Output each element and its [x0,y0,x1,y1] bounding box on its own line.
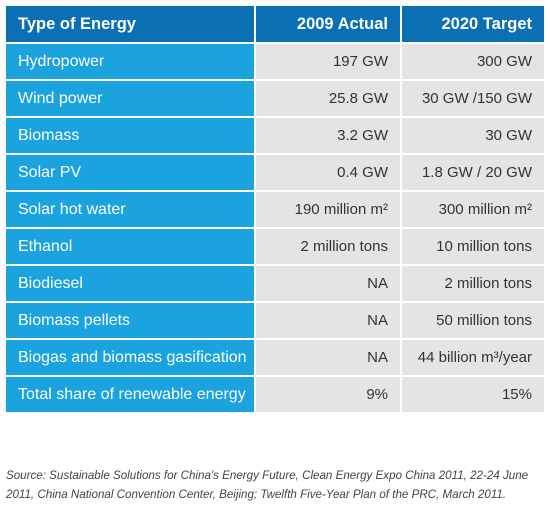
table-row: Hydropower 197 GW 300 GW [6,44,544,81]
table-row: Biodiesel NA 2 million tons [6,266,544,303]
header-2020-target: 2020 Target [402,6,544,44]
target-2020-cell: 300 GW [402,44,544,81]
target-2020-cell: 50 million tons [402,303,544,340]
table-row: Wind power 25.8 GW 30 GW /150 GW [6,81,544,118]
actual-2009-cell: 9% [256,377,402,414]
actual-2009-cell: 3.2 GW [256,118,402,155]
header-type-of-energy: Type of Energy [6,6,256,44]
actual-2009-cell: 197 GW [256,44,402,81]
table-row: Biomass pellets NA 50 million tons [6,303,544,340]
energy-type-cell: Total share of renewable energy [6,377,256,414]
table-header-row: Type of Energy 2009 Actual 2020 Target [6,6,544,44]
source-note: Source: Sustainable Solutions for China'… [6,468,529,501]
table-row: Solar PV 0.4 GW 1.8 GW / 20 GW [6,155,544,192]
header-2009-actual: 2009 Actual [256,6,402,44]
energy-type-cell: Biomass [6,118,256,155]
target-2020-cell: 1.8 GW / 20 GW [402,155,544,192]
actual-2009-cell: 25.8 GW [256,81,402,118]
actual-2009-cell: NA [256,266,402,303]
energy-type-cell: Biodiesel [6,266,256,303]
table-row: Solar hot water 190 million m² 300 milli… [6,192,544,229]
actual-2009-cell: NA [256,340,402,377]
target-2020-cell: 300 million m² [402,192,544,229]
table-row: Biomass 3.2 GW 30 GW [6,118,544,155]
energy-type-cell: Wind power [6,81,256,118]
energy-type-cell: Hydropower [6,44,256,81]
actual-2009-cell: 2 million tons [256,229,402,266]
table-row: Biogas and biomass gasification NA 44 bi… [6,340,544,377]
energy-type-cell: Solar hot water [6,192,256,229]
table-row: Ethanol 2 million tons 10 million tons [6,229,544,266]
target-2020-cell: 30 GW [402,118,544,155]
actual-2009-cell: 0.4 GW [256,155,402,192]
energy-table: Type of Energy 2009 Actual 2020 Target H… [6,6,544,414]
target-2020-cell: 44 billion m³/year [402,340,544,377]
target-2020-cell: 2 million tons [402,266,544,303]
target-2020-cell: 30 GW /150 GW [402,81,544,118]
actual-2009-cell: 190 million m² [256,192,402,229]
target-2020-cell: 10 million tons [402,229,544,266]
energy-type-cell: Biogas and biomass gasification [6,340,256,377]
energy-type-cell: Biomass pellets [6,303,256,340]
actual-2009-cell: NA [256,303,402,340]
energy-type-cell: Solar PV [6,155,256,192]
target-2020-cell: 15% [402,377,544,414]
table-row: Total share of renewable energy 9% 15% [6,377,544,414]
energy-type-cell: Ethanol [6,229,256,266]
